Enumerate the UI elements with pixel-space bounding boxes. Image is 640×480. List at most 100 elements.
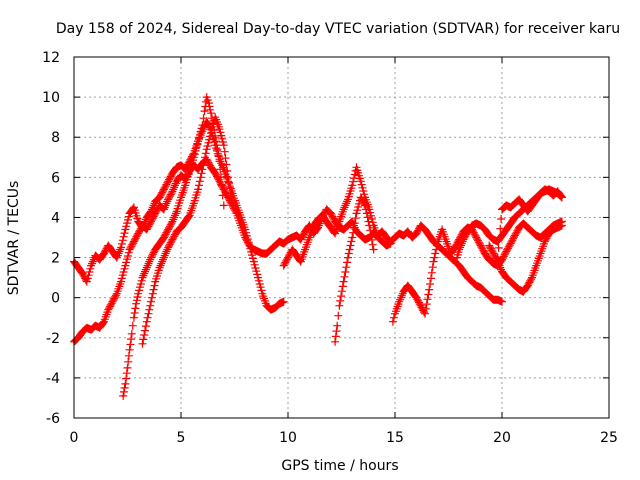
data-point — [115, 256, 119, 259]
data-point — [282, 264, 285, 267]
data-point — [505, 276, 508, 279]
data-point — [336, 324, 339, 327]
data-point — [321, 214, 324, 217]
data-point — [351, 236, 354, 239]
data-point — [220, 184, 223, 187]
x-tick-label: 25 — [600, 430, 618, 446]
data-point — [244, 236, 247, 239]
data-point — [107, 244, 110, 247]
data-point — [342, 280, 345, 283]
y-tick-label: 10 — [42, 90, 60, 106]
data-point — [406, 284, 410, 287]
data-point — [487, 258, 491, 261]
data-point — [98, 326, 101, 329]
data-point — [329, 226, 332, 229]
data-point — [522, 290, 525, 293]
y-tick-label: 4 — [51, 210, 60, 226]
data-point — [517, 288, 521, 291]
data-point — [526, 210, 529, 213]
data-point — [487, 244, 491, 247]
data-point — [505, 204, 508, 207]
data-point — [475, 284, 478, 287]
data-point — [214, 136, 217, 139]
data-point — [423, 312, 427, 315]
data-point — [505, 228, 508, 231]
data-point — [470, 224, 474, 227]
data-point — [500, 234, 504, 237]
data-point — [184, 168, 187, 171]
data-point — [94, 254, 97, 257]
data-point — [239, 224, 243, 227]
data-point — [346, 224, 350, 227]
data-point — [445, 240, 448, 243]
data-point — [419, 304, 422, 307]
series-arc-5 — [279, 163, 395, 270]
data-point — [81, 330, 84, 333]
data-point — [492, 252, 495, 255]
data-point — [560, 224, 564, 227]
data-point — [209, 132, 213, 135]
data-point — [171, 238, 174, 241]
data-point — [526, 226, 529, 229]
data-point — [355, 230, 358, 233]
data-point — [226, 176, 230, 179]
data-point — [124, 264, 127, 267]
data-point — [119, 246, 123, 249]
data-point — [179, 226, 183, 229]
data-point — [543, 240, 546, 243]
data-point — [552, 194, 555, 197]
data-point — [162, 236, 166, 239]
y-tick-label: -2 — [46, 331, 60, 347]
data-point — [342, 208, 345, 211]
y-tick-label: 12 — [42, 50, 60, 66]
data-point — [171, 220, 174, 223]
data-point — [547, 232, 551, 235]
data-point — [530, 204, 534, 207]
data-point — [166, 198, 170, 201]
x-tick-labels: 0 5 10 15 20 25 — [70, 430, 618, 446]
data-point — [171, 172, 174, 175]
data-point — [552, 228, 555, 231]
y-tick-label: -4 — [46, 371, 60, 387]
grid — [74, 57, 609, 418]
data-point — [295, 234, 298, 237]
data-point — [398, 232, 401, 235]
data-point — [77, 266, 80, 269]
data-point — [530, 230, 534, 233]
data-point — [295, 254, 298, 257]
data-point — [184, 184, 187, 187]
data-point — [479, 224, 482, 227]
data-point — [346, 198, 350, 201]
data-point — [470, 280, 474, 283]
data-point — [265, 252, 268, 255]
data-point — [171, 190, 174, 193]
data-point — [126, 366, 129, 370]
data-point — [196, 140, 200, 143]
data-point — [124, 382, 127, 386]
data-point — [483, 290, 487, 293]
data-point — [102, 252, 106, 255]
data-point — [158, 266, 161, 269]
data-point — [415, 296, 418, 299]
data-point — [453, 246, 457, 249]
data-point — [492, 298, 495, 301]
data-point — [145, 228, 148, 231]
data-point — [462, 238, 465, 241]
data-point — [428, 288, 431, 291]
data-point — [278, 240, 281, 243]
data-point — [158, 242, 161, 245]
data-point — [282, 300, 285, 303]
data-point — [436, 240, 439, 243]
data-point — [111, 300, 114, 303]
data-point — [77, 336, 80, 339]
data-point — [543, 188, 546, 191]
data-point — [192, 156, 196, 159]
data-point — [428, 234, 431, 237]
data-point — [248, 244, 251, 247]
plot-frame — [73, 56, 610, 419]
data-point — [203, 109, 206, 113]
data-point — [98, 258, 101, 261]
data-point — [85, 280, 89, 283]
data-point — [111, 250, 114, 253]
data-point — [154, 200, 157, 203]
